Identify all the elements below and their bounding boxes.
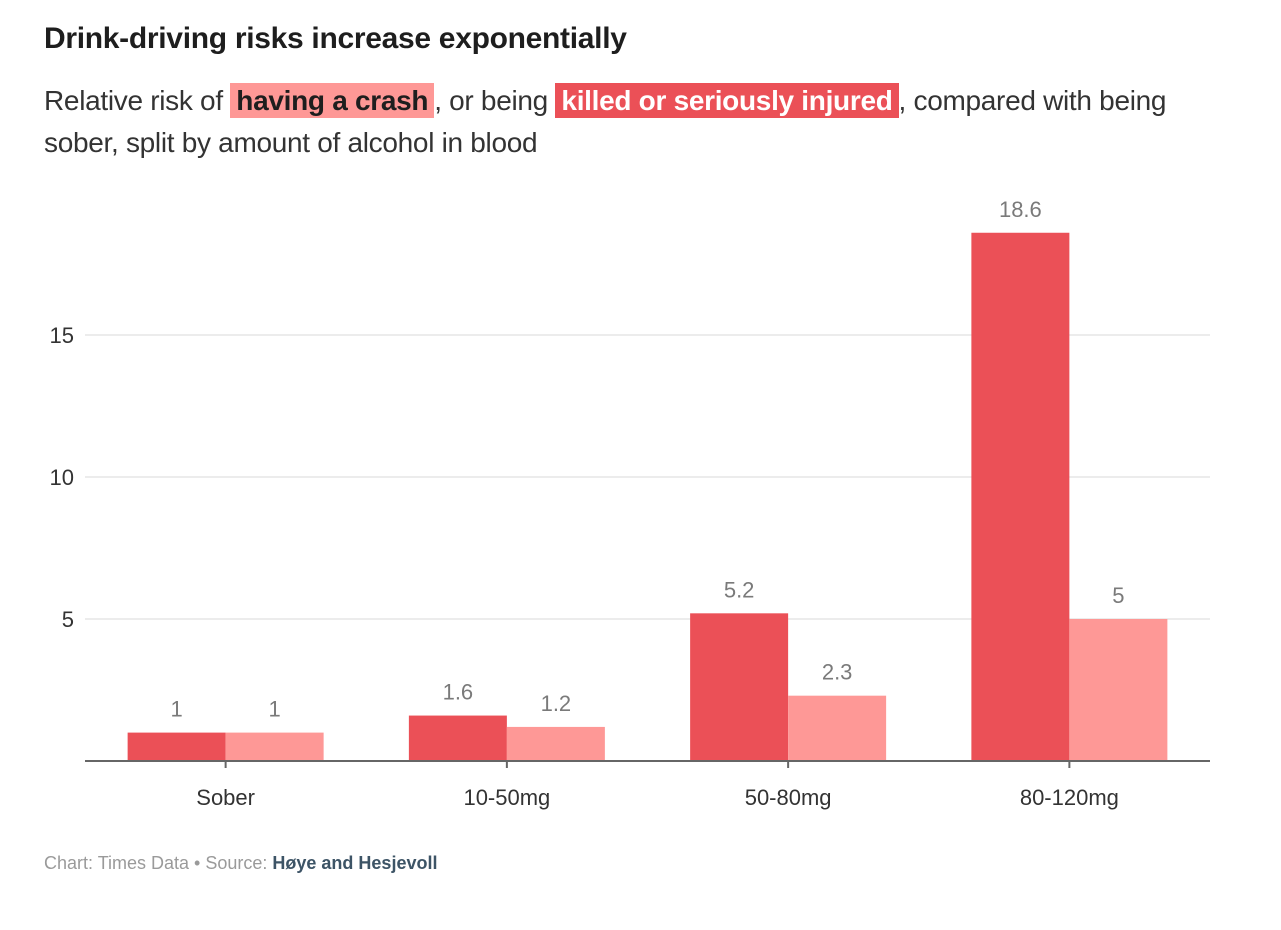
x-tick-label-80-120mg: 80-120mg — [1020, 785, 1119, 810]
chart-footer: Chart: Times Data • Source: Høye and Hes… — [44, 853, 437, 874]
bar-crash-80-120mg — [971, 232, 1070, 761]
x-tick-label-sober: Sober — [196, 785, 255, 810]
value-label-crash-50-80mg: 5.2 — [724, 577, 755, 602]
value-label-crash-10-50mg: 1.6 — [443, 680, 474, 705]
subtitle-prefix: Relative risk of — [44, 85, 231, 116]
value-label-crash-sober: 1 — [171, 697, 183, 722]
bar-crash-sober — [127, 732, 226, 761]
value-labels: 1 1 1.6 1.2 5.2 2.3 18.6 5 — [171, 197, 1125, 722]
legend-ksi-highlight: killed or seriously injured — [555, 83, 899, 118]
value-label-ksi-sober: 1 — [269, 697, 281, 722]
bar-crash-10-50mg — [408, 715, 507, 761]
bar-ksi-50-80mg — [788, 695, 887, 761]
y-tick-label-5: 5 — [62, 607, 74, 632]
footer-credit: Chart: Times Data — [44, 853, 190, 873]
subtitle-suffix: , compared with being sober, split by am… — [44, 85, 1167, 158]
chart-title: Drink-driving risks increase exponential… — [44, 22, 627, 55]
footer-separator: • — [189, 853, 206, 873]
chart-subtitle: Relative risk of having a crash, or bein… — [44, 80, 1244, 164]
value-label-ksi-80-120mg: 5 — [1112, 583, 1124, 608]
footer-source-link[interactable]: Høye and Hesjevoll — [272, 853, 438, 873]
x-tick-label-50-80mg: 50-80mg — [745, 785, 832, 810]
bar-ksi-80-120mg — [1069, 619, 1168, 761]
bars — [127, 232, 1168, 761]
y-tick-label-10: 10 — [50, 465, 74, 490]
x-axis: Sober 10-50mg 50-80mg 80-120mg — [85, 760, 1210, 810]
bar-ksi-sober — [225, 732, 324, 761]
legend-crash-highlight: having a crash — [230, 83, 435, 118]
x-tick-label-10-50mg: 10-50mg — [463, 785, 550, 810]
value-label-ksi-50-80mg: 2.3 — [822, 660, 853, 685]
subtitle-middle: , or being — [434, 85, 556, 116]
y-axis-ticks: 5 10 15 — [50, 323, 74, 632]
bar-crash-50-80mg — [690, 613, 789, 761]
value-label-crash-80-120mg: 18.6 — [999, 197, 1042, 222]
y-tick-label-15: 15 — [50, 323, 74, 348]
value-label-ksi-10-50mg: 1.2 — [541, 691, 572, 716]
footer-source-label: Source: — [205, 853, 273, 873]
bar-ksi-10-50mg — [506, 726, 605, 761]
